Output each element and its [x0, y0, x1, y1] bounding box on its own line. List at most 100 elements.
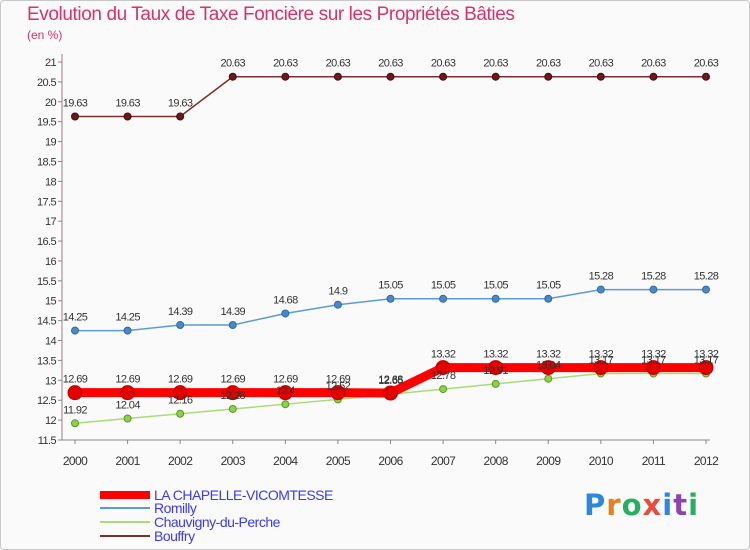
data-label: 20.63: [641, 58, 666, 70]
data-label: 12.69: [168, 374, 193, 386]
logo-letter: o: [621, 488, 643, 522]
data-label: 14.39: [168, 306, 193, 318]
data-point: [645, 360, 661, 376]
data-label: 14.68: [273, 294, 298, 306]
data-label: 13.04: [536, 360, 561, 372]
data-label: 19.63: [168, 98, 193, 110]
data-label: 13.32: [589, 349, 614, 361]
data-point: [540, 360, 556, 376]
data-label: 13.17: [641, 355, 666, 367]
y-tick-label: 13.5: [37, 355, 56, 367]
legend-item-bouffry: Bouffry: [100, 528, 195, 544]
data-point: [435, 360, 451, 376]
data-point: [176, 321, 185, 330]
logo-letter: i: [662, 488, 674, 522]
data-label: 20.63: [431, 58, 456, 70]
data-label: 19.63: [115, 98, 140, 110]
y-tick-label: 19.5: [37, 117, 56, 129]
logo-letter: t: [673, 488, 689, 522]
data-point: [596, 285, 605, 294]
y-tick-label: 12.5: [37, 395, 56, 407]
y-tick-label: 15.5: [37, 276, 56, 288]
x-tick-label: 2002: [168, 454, 193, 468]
data-point: [439, 294, 448, 303]
data-label: 20.63: [326, 58, 351, 70]
data-point: [544, 72, 553, 81]
data-label: 15.28: [641, 271, 666, 283]
y-tick-label: 15: [45, 296, 57, 308]
chart-title: Evolution du Taux de Taxe Foncière sur l…: [27, 4, 515, 25]
data-point: [123, 414, 132, 423]
y-tick-label: 18.5: [37, 156, 56, 168]
legend-swatch-blue: [100, 507, 150, 509]
y-tick-label: 19: [45, 137, 57, 149]
data-point: [383, 385, 398, 401]
data-point: [67, 385, 83, 401]
data-label: 15.05: [483, 280, 508, 292]
data-label: 12.69: [326, 374, 351, 386]
legend-label: Romilly: [154, 500, 197, 516]
data-point: [176, 112, 185, 121]
data-label: 13.32: [431, 349, 456, 361]
data-point: [176, 409, 185, 418]
data-label: 12.69: [63, 374, 88, 386]
legend-swatch-red: [100, 491, 150, 499]
x-tick-label: 2005: [326, 454, 351, 468]
data-point: [386, 72, 395, 81]
data-point: [71, 419, 79, 428]
y-tick-label: 16: [45, 256, 57, 268]
y-tick-label: 11.5: [38, 435, 57, 447]
data-label: 20.63: [589, 58, 614, 70]
x-tick-label: 2001: [115, 454, 140, 468]
data-point: [439, 385, 448, 394]
data-label: 20.63: [694, 58, 719, 70]
y-tick-label: 17.5: [37, 196, 56, 208]
data-label: 15.28: [589, 271, 614, 283]
data-label: 12.69: [115, 374, 140, 386]
data-point: [544, 294, 553, 303]
data-point: [172, 385, 188, 401]
data-point: [702, 285, 710, 294]
y-tick-label: 14.5: [37, 316, 56, 328]
data-point: [123, 112, 132, 121]
x-tick-label: 2008: [484, 454, 509, 468]
data-label: 15.05: [431, 280, 456, 292]
x-tick-label: 2010: [589, 454, 614, 468]
data-label: 20.63: [483, 58, 508, 70]
y-tick-label: 18: [45, 176, 57, 188]
legend-item-chauvigny-du-perche: Chauvigny-du-Perche: [100, 514, 280, 530]
data-label: 20.63: [378, 58, 403, 70]
legend-swatch-green: [100, 521, 150, 523]
data-label: 13.32: [694, 349, 719, 361]
data-label: 13.32: [483, 349, 508, 361]
x-tick-label: 2011: [642, 454, 666, 468]
data-label: 12.69: [220, 374, 245, 386]
data-label: 14.9: [328, 286, 347, 298]
data-point: [386, 294, 395, 303]
data-point: [281, 400, 290, 409]
y-tick-label: 20: [45, 97, 57, 109]
data-point: [439, 72, 448, 81]
data-label: 12.4: [276, 385, 295, 397]
x-tick-label: 2012: [694, 454, 719, 468]
data-point: [123, 326, 132, 335]
data-label: 12.68: [378, 374, 403, 386]
data-point: [71, 112, 79, 121]
data-label: 12.65: [378, 375, 403, 387]
y-tick-label: 21: [45, 57, 57, 69]
data-label: 14.39: [220, 306, 245, 318]
data-point: [281, 72, 290, 81]
data-label: 13.17: [694, 355, 719, 367]
data-point: [491, 379, 500, 388]
data-label: 12.28: [220, 390, 245, 402]
y-unit-label: (en %): [27, 28, 63, 42]
data-label: 11.92: [63, 404, 87, 416]
data-label: 12.16: [168, 395, 193, 407]
data-point: [333, 300, 342, 309]
data-label: 12.52: [326, 380, 351, 392]
data-point: [71, 326, 79, 335]
data-point: [228, 404, 237, 413]
data-point: [228, 72, 237, 81]
